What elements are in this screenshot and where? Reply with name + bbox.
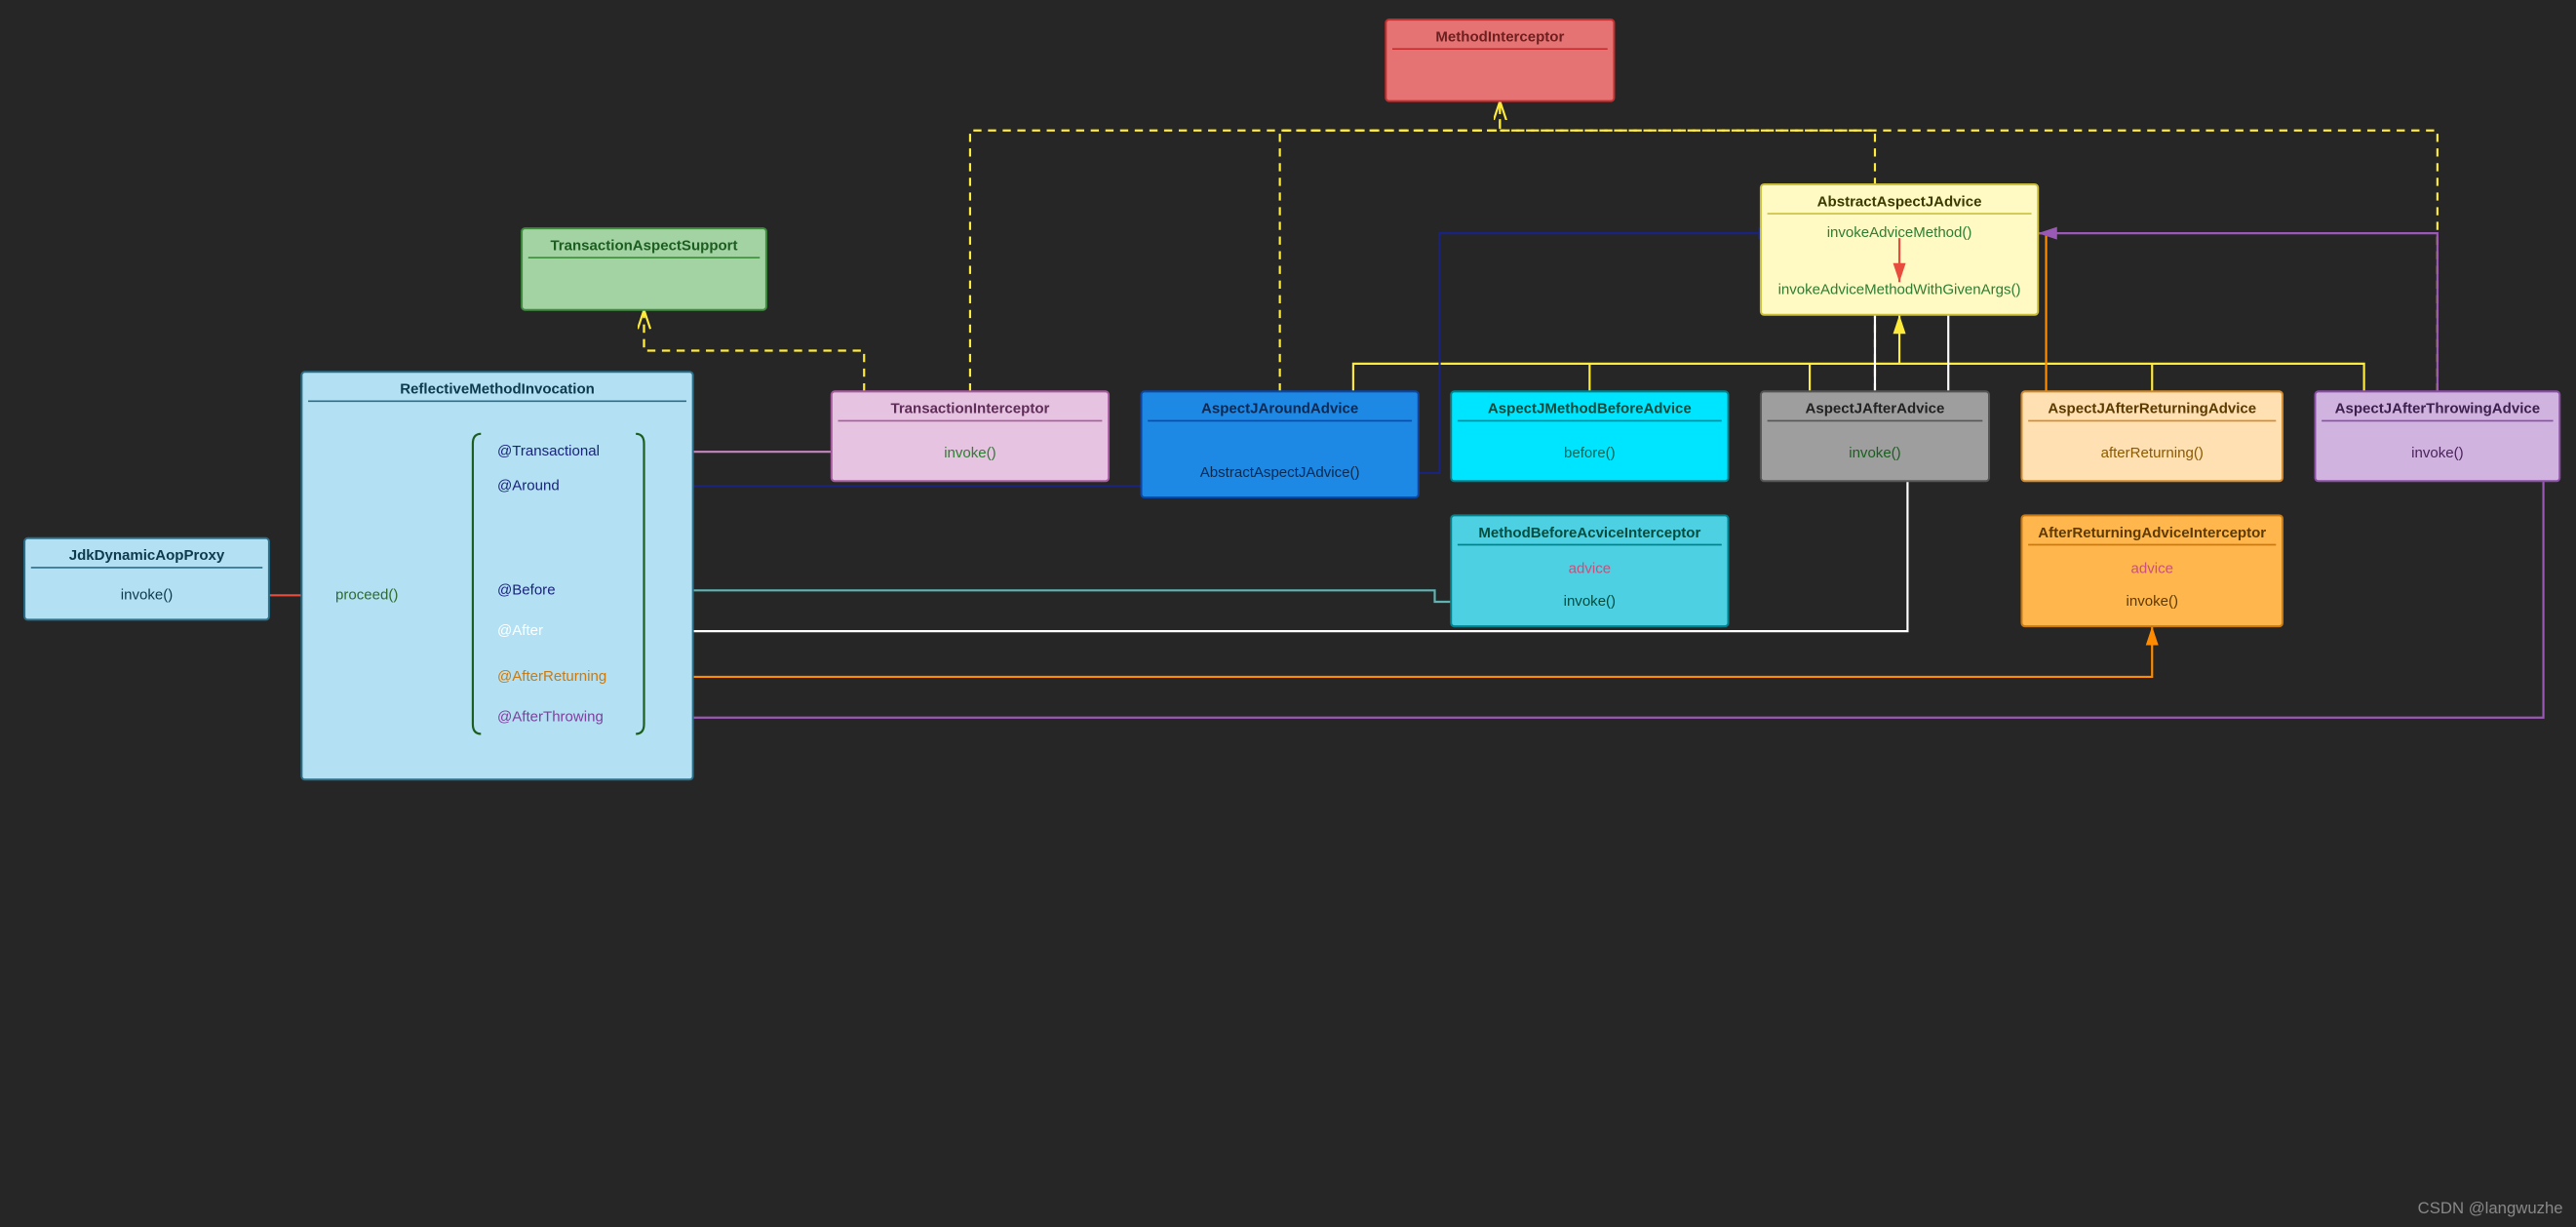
svg-text:@AfterThrowing: @AfterThrowing	[497, 709, 604, 726]
svg-text:TransactionInterceptor: TransactionInterceptor	[890, 401, 1049, 417]
aop-diagram: MethodInterceptor TransactionAspectSuppor…	[0, 0, 2576, 1226]
svg-text:MethodInterceptor: MethodInterceptor	[1435, 28, 1564, 45]
svg-text:advice: advice	[2131, 561, 2173, 577]
node-aspectJAfterThrowingAdvice: AspectJAfterThrowingAdvice invoke()	[2315, 391, 2559, 481]
svg-text:AbstractAspectJAdvice(): AbstractAspectJAdvice()	[1200, 464, 1360, 481]
node-jdkDynamicAopProxy: JdkDynamicAopProxy invoke()	[24, 538, 269, 620]
svg-text:TransactionAspectSupport: TransactionAspectSupport	[550, 237, 737, 254]
node-afterReturningAdviceInterceptor: AfterReturningAdviceInterceptor advice inv…	[2021, 515, 2283, 626]
svg-text:@Before: @Before	[497, 581, 556, 598]
svg-text:invoke(): invoke()	[121, 586, 173, 603]
svg-text:before(): before()	[1564, 445, 1616, 461]
node-abstractAspectJAdvice: AbstractAspectJAdviceinvokeAdviceMethod(…	[1761, 184, 2038, 315]
svg-text:AspectJMethodBeforeAdvice: AspectJMethodBeforeAdvice	[1488, 401, 1692, 417]
svg-text:afterReturning(): afterReturning()	[2101, 445, 2204, 461]
node-aspectJAfterAdvice: AspectJAfterAdvice invoke()	[1761, 391, 1989, 481]
svg-text:@AfterReturning: @AfterReturning	[497, 668, 606, 685]
svg-text:JdkDynamicAopProxy: JdkDynamicAopProxy	[69, 547, 225, 564]
svg-text:invoke(): invoke()	[2127, 593, 2178, 610]
svg-text:AspectJAroundAdvice: AspectJAroundAdvice	[1201, 401, 1358, 417]
svg-text:@After: @After	[497, 622, 543, 639]
node-aspectJAfterReturningAdvice: AspectJAfterReturningAdvice afterReturnin…	[2021, 391, 2283, 481]
svg-text:invoke(): invoke()	[1564, 593, 1616, 610]
node-aspectJAroundAdvice: AspectJAroundAdvice AbstractAspectJAdvice…	[1142, 391, 1419, 497]
node-transactionAspectSupport: TransactionAspectSupport	[522, 228, 766, 310]
node-transactionInterceptor: TransactionInterceptor invoke()	[832, 391, 1109, 481]
svg-text:ReflectiveMethodInvocation: ReflectiveMethodInvocation	[400, 381, 595, 398]
node-aspectJMethodBeforeAdvice: AspectJMethodBeforeAdvice before()	[1451, 391, 1728, 481]
svg-text:AspectJAfterReturningAdvice: AspectJAfterReturningAdvice	[2048, 401, 2256, 417]
svg-text:AspectJAfterAdvice: AspectJAfterAdvice	[1806, 401, 1945, 417]
svg-text:invoke(): invoke()	[2411, 445, 2463, 461]
node-methodInterceptor: MethodInterceptor	[1386, 20, 1614, 101]
svg-text:@Around: @Around	[497, 477, 560, 494]
node-methodBeforeAdviceInterceptor: MethodBeforeAcviceInterceptor advice invok…	[1451, 515, 1728, 626]
svg-text:proceed(): proceed()	[335, 586, 398, 603]
svg-text:invokeAdviceMethodWithGivenArg: invokeAdviceMethodWithGivenArgs()	[1778, 282, 2021, 298]
svg-text:invoke(): invoke()	[1849, 445, 1900, 461]
svg-text:AspectJAfterThrowingAdvice: AspectJAfterThrowingAdvice	[2335, 401, 2540, 417]
svg-text:AfterReturningAdviceIntercepto: AfterReturningAdviceInterceptor	[2038, 525, 2266, 541]
svg-text:advice: advice	[1569, 561, 1611, 577]
svg-text:MethodBeforeAcviceInterceptor: MethodBeforeAcviceInterceptor	[1478, 525, 1700, 541]
svg-text:@Transactional: @Transactional	[497, 443, 600, 459]
svg-text:AbstractAspectJAdvice: AbstractAspectJAdvice	[1817, 193, 1982, 210]
svg-text:invoke(): invoke()	[944, 445, 995, 461]
svg-text:CSDN @langwuzhe: CSDN @langwuzhe	[2418, 1199, 2563, 1217]
